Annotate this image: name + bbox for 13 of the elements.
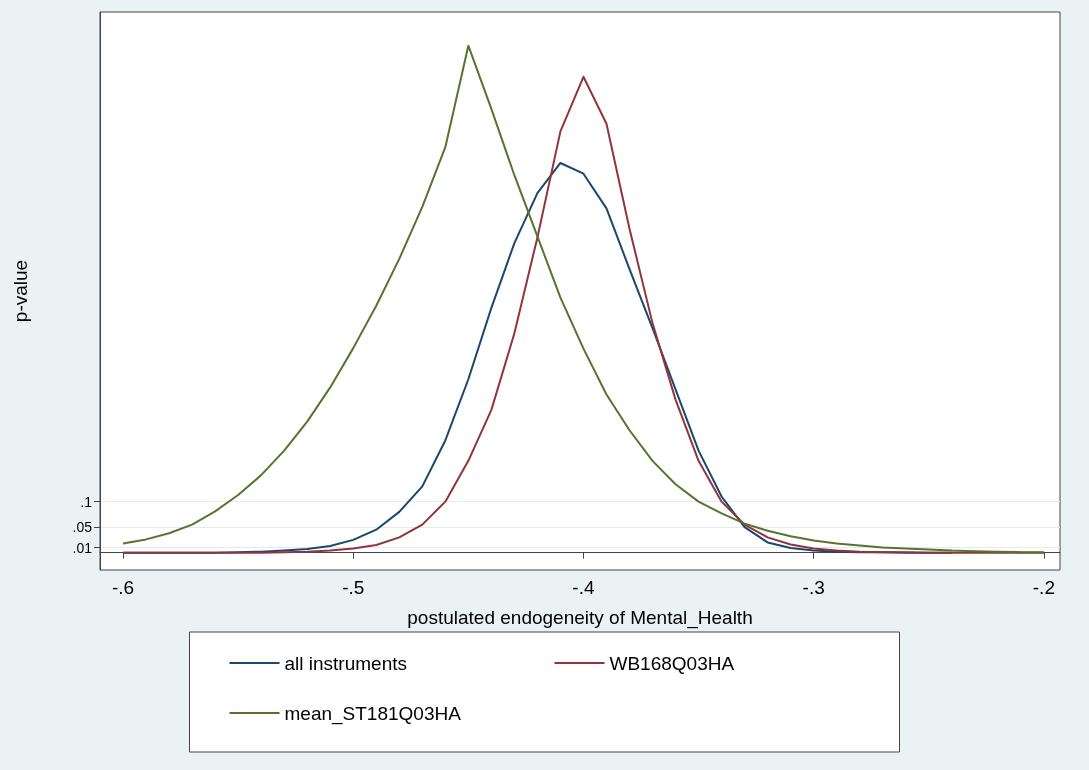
y-axis-title: p-value <box>10 259 31 323</box>
legend-label: WB168Q03HA <box>609 652 735 674</box>
x-axis-title: postulated endogeneity of Mental_Health <box>407 607 753 629</box>
x-tick-label: -.3 <box>802 577 825 598</box>
x-tick-label: -.4 <box>572 577 595 598</box>
y-tick-label: .1 <box>80 493 93 510</box>
x-tick-label: -.2 <box>1032 577 1055 598</box>
y-tick-label: .01 <box>72 539 93 556</box>
x-tick-label: -.6 <box>111 577 135 598</box>
legend-label: mean_ST181Q03HA <box>284 702 462 725</box>
legend-label: all instruments <box>284 652 407 674</box>
y-tick-label: .05 <box>72 519 93 536</box>
x-tick-label: -.5 <box>342 577 365 598</box>
